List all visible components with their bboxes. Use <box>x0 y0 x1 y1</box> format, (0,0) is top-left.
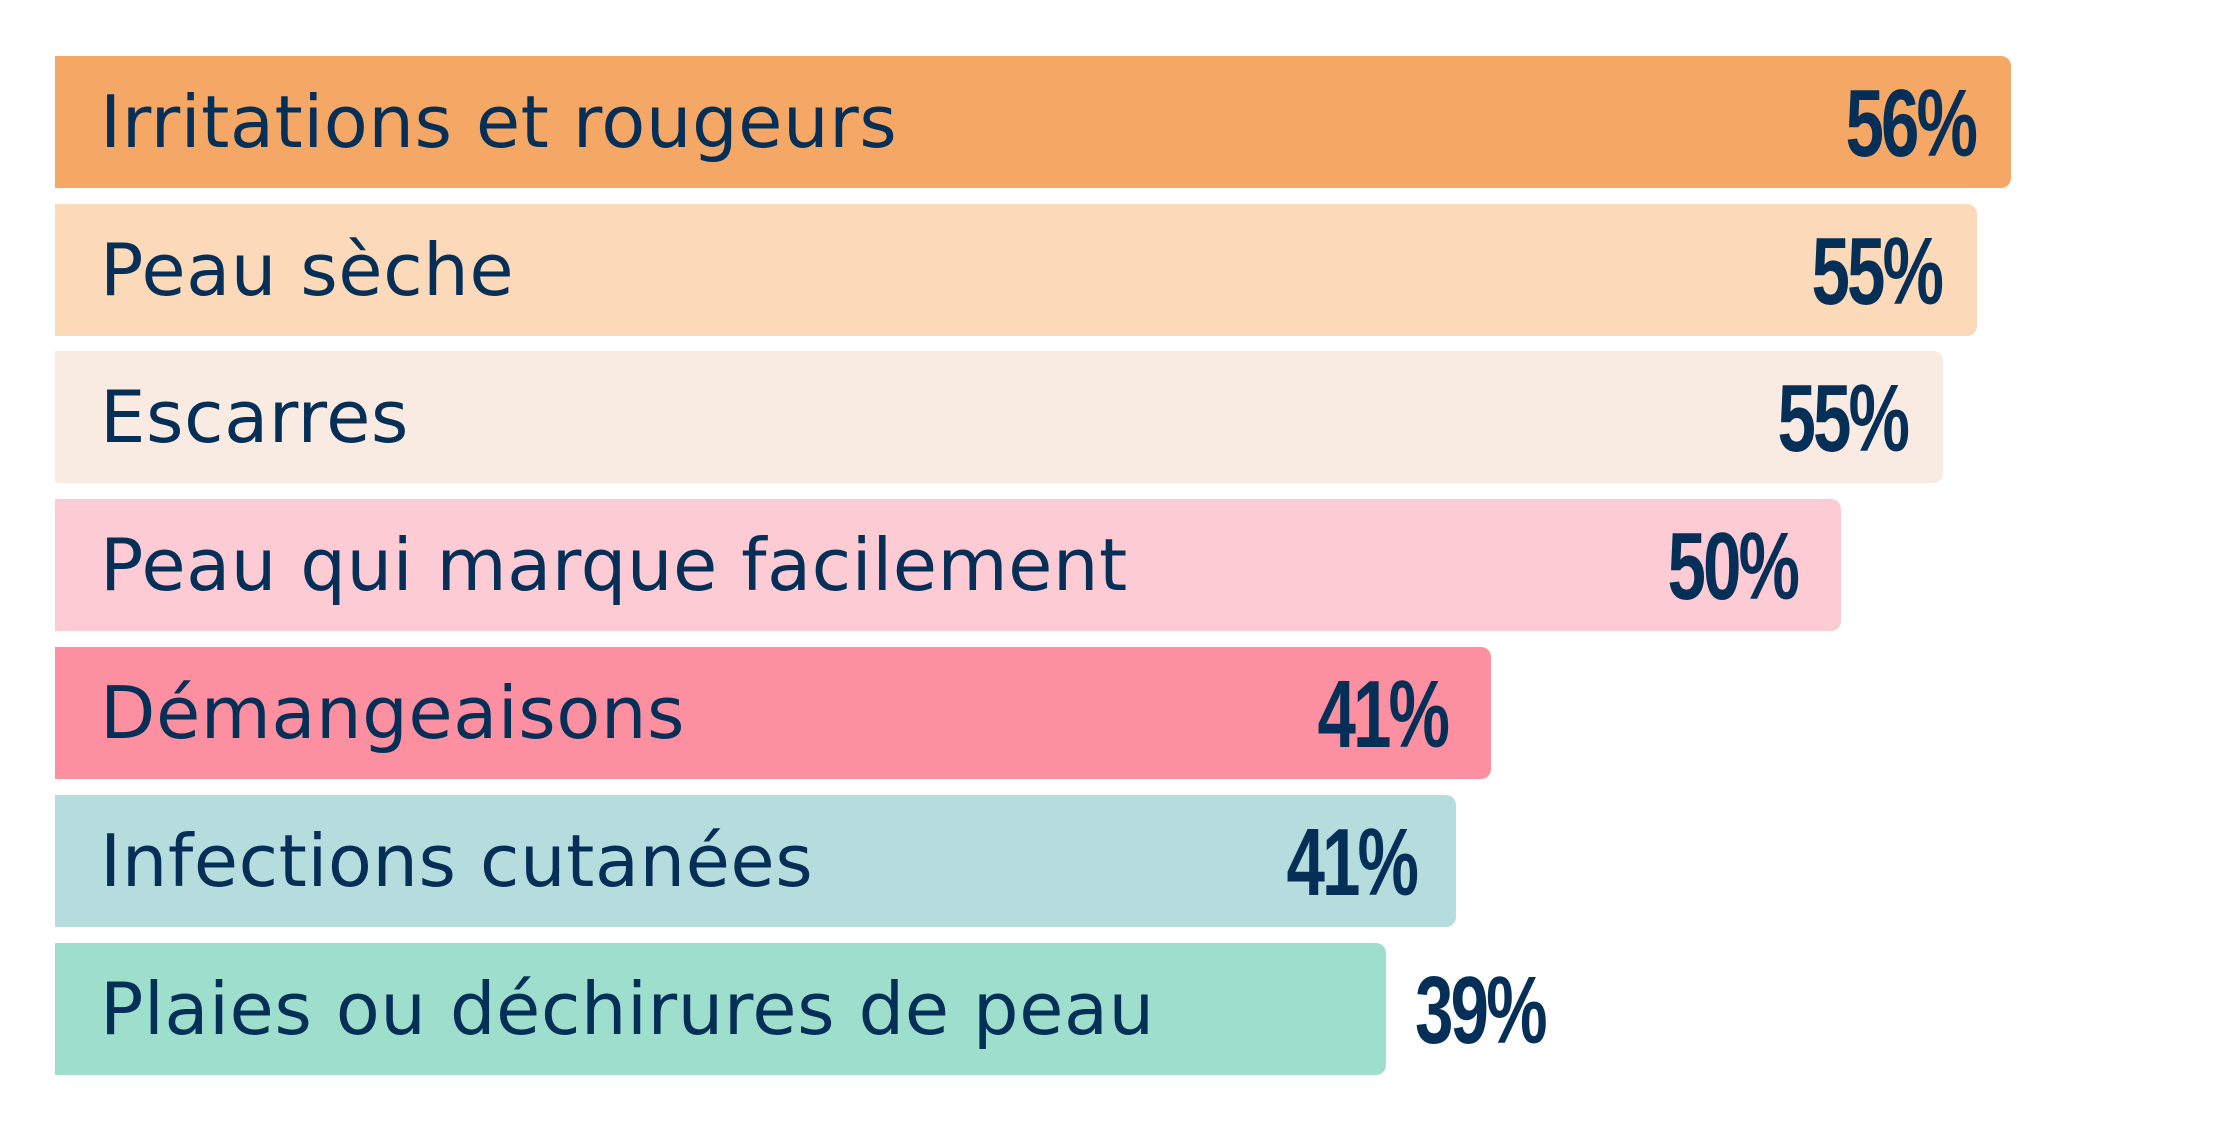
bar <box>55 56 2011 188</box>
bar-label: Peau sèche <box>100 228 515 312</box>
bar <box>55 351 1943 483</box>
bar-value: 50% <box>1667 513 1800 620</box>
bar-label: Démangeaisons <box>100 671 685 755</box>
bar <box>55 943 1386 1075</box>
bar-label: Irritations et rougeurs <box>100 80 898 164</box>
bar-label: Plaies ou déchirures de peau <box>100 967 1155 1051</box>
bar-value: 39% <box>1415 957 1548 1064</box>
bar <box>55 499 1841 631</box>
bar-value: 41% <box>1286 809 1419 916</box>
bar-row-peau-qui-marque: Peau qui marque facilement 50% <box>55 499 2155 631</box>
bar-value: 56% <box>1845 70 1978 177</box>
bar-row-escarres: Escarres 55% <box>55 351 2155 483</box>
bar-label: Peau qui marque facilement <box>100 523 1128 607</box>
bar-value: 55% <box>1777 365 1910 472</box>
bar-value: 41% <box>1317 661 1450 768</box>
bar-value: 55% <box>1811 218 1944 325</box>
bar-label: Infections cutanées <box>100 819 814 903</box>
bar-row-peau-seche: Peau sèche 55% <box>55 204 2155 336</box>
bar-row-irritations: Irritations et rougeurs 56% <box>55 56 2155 188</box>
bar <box>55 204 1977 336</box>
bar-row-plaies: Plaies ou déchirures de peau 39% <box>55 943 2155 1075</box>
bar <box>55 647 1491 779</box>
bar-row-infections: Infections cutanées 41% <box>55 795 2155 927</box>
bar <box>55 795 1456 927</box>
bar-label: Escarres <box>100 375 409 459</box>
bar-row-demangeaisons: Démangeaisons 41% <box>55 647 2155 779</box>
